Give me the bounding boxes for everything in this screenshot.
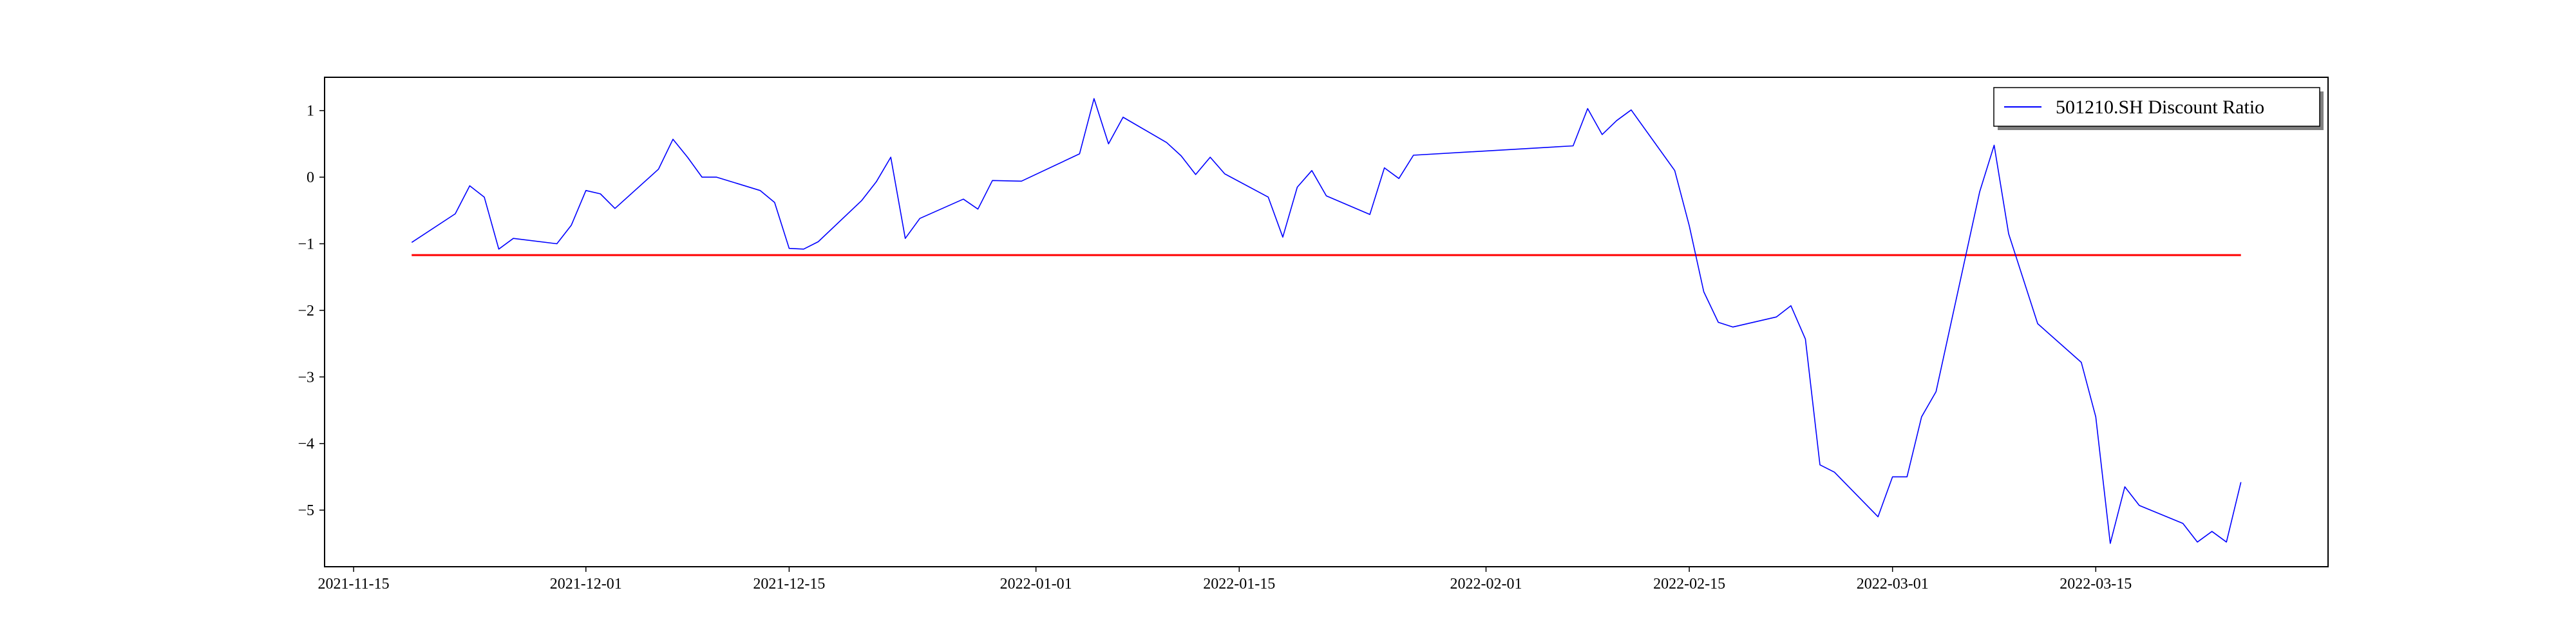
y-tick-label: −4 xyxy=(298,436,314,453)
x-tick-label: 2022-02-01 xyxy=(1450,576,1522,592)
legend-label: 501210.SH Discount Ratio xyxy=(2056,97,2264,118)
legend: 501210.SH Discount Ratio xyxy=(1993,87,2324,130)
x-tick-label: 2022-01-15 xyxy=(1203,576,1275,592)
x-tick-label: 2022-03-15 xyxy=(2060,576,2132,592)
series-line-0 xyxy=(411,98,2242,544)
legend-box xyxy=(1993,87,2320,127)
x-tick-label: 2021-12-15 xyxy=(753,576,825,592)
x-tick-label: 2022-02-15 xyxy=(1653,576,1725,592)
axes-frame xyxy=(324,77,2329,567)
y-tick-label: −3 xyxy=(298,369,314,386)
x-tick-label: 2022-01-01 xyxy=(1000,576,1072,592)
x-tick-label: 2022-03-01 xyxy=(1857,576,1929,592)
y-tick-label: −2 xyxy=(298,303,314,319)
axes: 2021-11-15 2021-12-01 2021-12-15 2022-01-01… xyxy=(298,77,2329,592)
y-tick-label: −1 xyxy=(298,236,314,253)
y-tick-label: 0 xyxy=(307,169,314,186)
x-tick-label: 2021-11-15 xyxy=(318,576,390,592)
plot-area xyxy=(411,98,2242,544)
y-tick-label: −5 xyxy=(298,502,314,519)
y-tick-label: 1 xyxy=(307,103,314,120)
x-tick-label: 2021-12-01 xyxy=(550,576,622,592)
